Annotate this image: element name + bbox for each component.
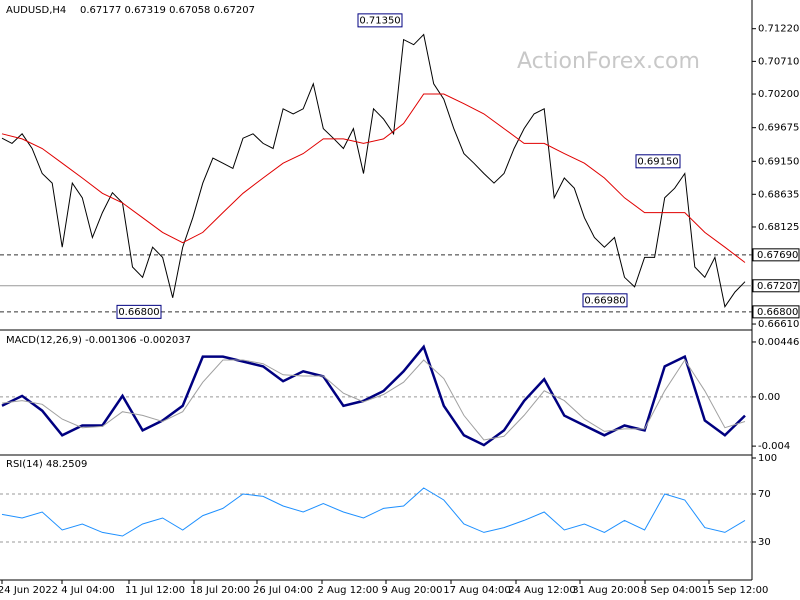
x-tick-label: 18 Jul 20:00 bbox=[190, 585, 250, 596]
series-line bbox=[1, 487, 746, 537]
y-tick-label: 100 bbox=[758, 453, 777, 464]
y-tick-label: 0.00 bbox=[758, 392, 780, 403]
y-tick-label: 30 bbox=[758, 537, 771, 548]
y-tick-label: 70 bbox=[758, 489, 771, 500]
y-tick-label: 0.68635 bbox=[758, 189, 799, 200]
y-tick-label: 0.69150 bbox=[758, 156, 799, 167]
annotation: 0.71350 bbox=[359, 15, 400, 26]
y-tick-label: 0.69675 bbox=[758, 123, 799, 134]
series-line bbox=[1, 359, 746, 441]
x-tick-label: 26 Jul 04:00 bbox=[253, 585, 313, 596]
series-line bbox=[1, 344, 746, 447]
x-tick-label: 24 Aug 12:00 bbox=[508, 585, 575, 596]
level-label: 0.67207 bbox=[757, 281, 798, 292]
x-tick-label: 8 Sep 04:00 bbox=[641, 585, 701, 596]
x-tick-label: 9 Aug 20:00 bbox=[381, 585, 442, 596]
y-tick-label: 0.71220 bbox=[758, 24, 799, 35]
panel-label: MACD(12,26,9) -0.001306 -0.002037 bbox=[6, 335, 191, 346]
y-tick-label: -0.004 bbox=[758, 441, 790, 452]
y-tick-label: 0.68125 bbox=[758, 222, 799, 233]
x-tick-label: 2 Aug 12:00 bbox=[317, 585, 378, 596]
ohlc: 0.67177 0.67319 0.67058 0.67207 bbox=[80, 5, 255, 16]
x-tick-label: 11 Jul 12:00 bbox=[125, 585, 185, 596]
x-tick-label: 15 Sep 12:00 bbox=[702, 585, 769, 596]
x-tick-label: 24 Jun 2022 bbox=[0, 585, 58, 596]
y-tick-label: 0.004469 bbox=[758, 337, 800, 348]
watermark: ActionForex.com bbox=[517, 49, 700, 74]
level-label: 0.67690 bbox=[757, 250, 798, 261]
level-box bbox=[752, 305, 800, 319]
annotation-box bbox=[582, 293, 628, 308]
panel-label: RSI(14) 48.2509 bbox=[6, 459, 87, 470]
level-box bbox=[752, 279, 800, 293]
annotation: 0.66800 bbox=[118, 307, 159, 318]
y-tick-label: 0.66610 bbox=[758, 319, 799, 330]
symbol: AUDUSD,H4 bbox=[6, 5, 66, 16]
annotation-box bbox=[357, 13, 403, 28]
annotation: 0.66980 bbox=[584, 295, 625, 306]
x-tick-label: 4 Jul 04:00 bbox=[61, 585, 115, 596]
series-line bbox=[1, 33, 746, 308]
level-box bbox=[752, 248, 800, 262]
x-tick-label: 31 Aug 20:00 bbox=[572, 585, 639, 596]
series-line bbox=[1, 93, 746, 263]
annotation-box bbox=[635, 154, 681, 169]
annotation: 0.69150 bbox=[637, 156, 678, 167]
x-tick-label: 17 Aug 04:00 bbox=[443, 585, 510, 596]
y-tick-label: 0.70200 bbox=[758, 89, 799, 100]
y-tick-label: 0.70710 bbox=[758, 56, 799, 67]
level-label: 0.66800 bbox=[757, 307, 798, 318]
annotation-box bbox=[116, 304, 162, 319]
